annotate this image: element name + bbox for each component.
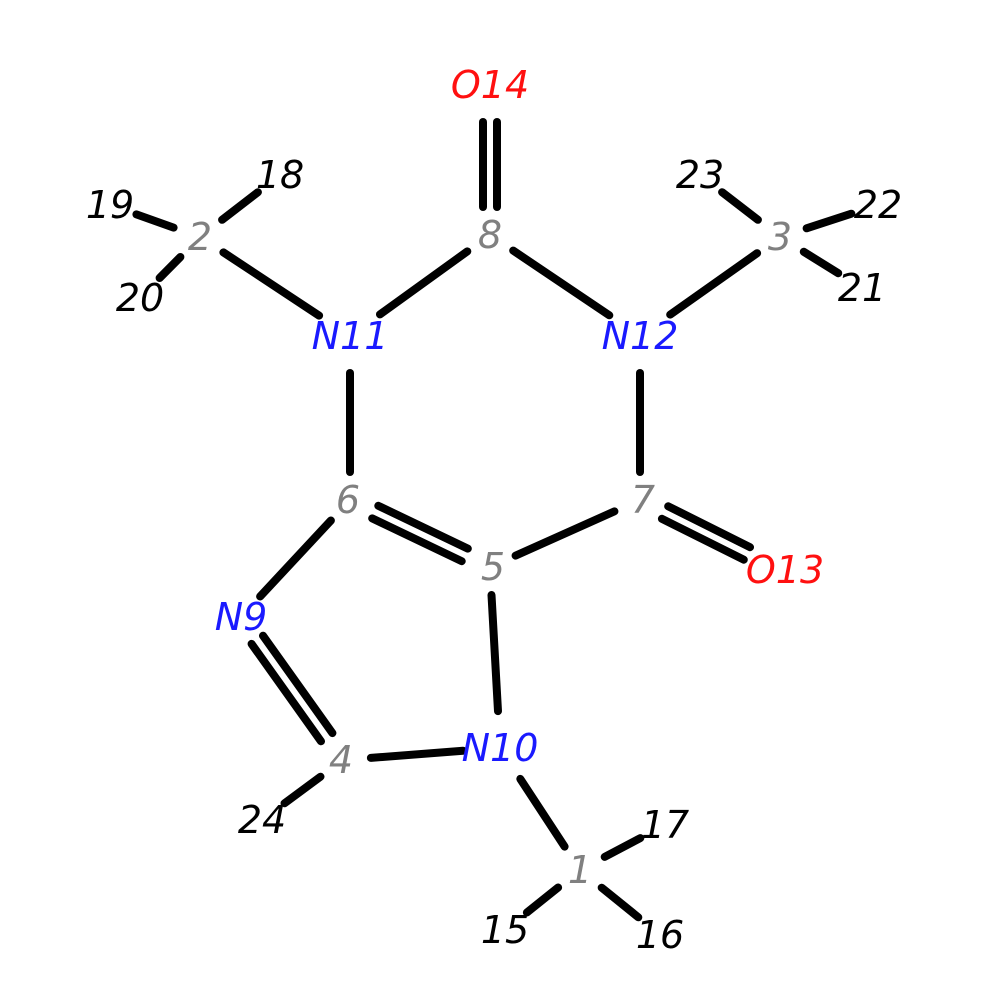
bond-line <box>380 251 467 314</box>
atom-label-h24: 24 <box>238 798 286 842</box>
atom-label-c8: 8 <box>478 213 502 257</box>
atom-label-h23: 23 <box>676 153 724 197</box>
atom-label-h17: 17 <box>641 803 689 847</box>
atom-label-o14: O14 <box>451 63 529 107</box>
atom-label-n9: N9 <box>215 595 268 639</box>
bond-line <box>804 252 838 273</box>
bond-line <box>252 644 321 741</box>
bond-line <box>516 511 615 555</box>
bond-line <box>260 521 331 597</box>
atom-label-c6: 6 <box>336 478 360 522</box>
bond-line <box>527 888 558 913</box>
bond-line <box>263 636 332 733</box>
bond-line <box>520 779 564 847</box>
atom-label-c1: 1 <box>568 848 592 892</box>
atom-label-h20: 20 <box>116 276 164 320</box>
atom-label-h21: 21 <box>838 266 886 310</box>
atom-label-h15: 15 <box>481 908 529 952</box>
atom-label-h22: 22 <box>854 183 902 227</box>
bond-line <box>492 595 499 711</box>
atom-label-c3: 3 <box>768 215 792 259</box>
bond-line <box>222 192 258 220</box>
atom-label-c5: 5 <box>481 545 505 589</box>
atom-label-n11: N11 <box>312 314 389 358</box>
atom-label-n10: N10 <box>462 726 539 770</box>
molecule-diagram: 12345678N9N10N11N12O13O14151617181920212… <box>0 0 1000 1000</box>
bond-line <box>602 888 639 918</box>
bond-line <box>136 214 173 227</box>
bond-line <box>223 252 319 315</box>
atom-label-c7: 7 <box>631 478 655 522</box>
atom-label-h18: 18 <box>256 153 304 197</box>
atom-label-c4: 4 <box>329 738 353 782</box>
bond-line <box>670 253 757 314</box>
bond-line <box>513 251 609 316</box>
atom-label-h16: 16 <box>636 913 684 957</box>
bond-line <box>285 777 321 804</box>
atom-label-c2: 2 <box>188 215 212 259</box>
atom-label-n12: N12 <box>602 314 679 358</box>
bond-line <box>160 257 181 278</box>
atom-label-o13: O13 <box>746 548 824 592</box>
bond-line <box>807 214 852 229</box>
atom-label-h19: 19 <box>86 183 134 227</box>
bond-line <box>722 192 758 220</box>
bond-line <box>371 751 463 758</box>
bond-line <box>605 838 641 857</box>
